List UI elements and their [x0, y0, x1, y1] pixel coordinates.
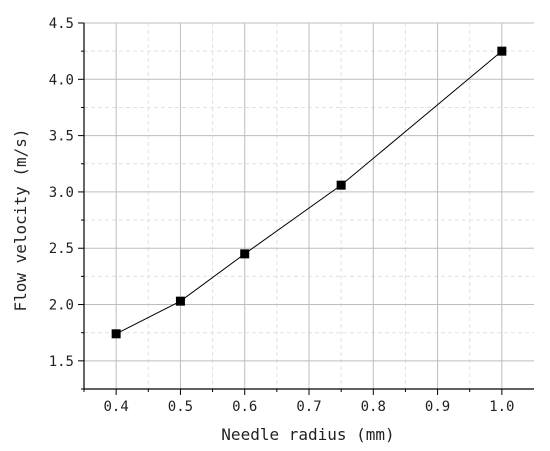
x-axis-title: Needle radius (mm)	[221, 425, 394, 444]
y-tick-label: 3.5	[49, 129, 74, 145]
y-tick-label: 4.0	[49, 72, 74, 88]
x-tick-label: 0.9	[425, 399, 450, 415]
x-tick-label: 0.6	[232, 399, 257, 415]
x-tick-label: 0.4	[103, 399, 128, 415]
tick-marks	[78, 22, 503, 395]
data-point-marker	[175, 296, 185, 306]
tick-labels: 0.4 0.5 0.6 0.7 0.8 0.9 1.0 1.5 2.0 2.5 3.0 3.5 4.0 4…	[49, 16, 515, 415]
y-tick-label: 4.5	[49, 16, 74, 32]
x-tick-label: 0.5	[168, 399, 193, 415]
y-tick-label: 2.0	[49, 298, 74, 314]
data-point-marker	[111, 329, 121, 339]
data-point-marker	[240, 249, 250, 259]
major-grid	[84, 22, 534, 389]
data-point-marker	[497, 46, 507, 56]
series	[111, 46, 507, 339]
y-tick-label: 1.5	[49, 354, 74, 370]
x-tick-label: 1.0	[489, 399, 514, 415]
y-tick-label: 2.5	[49, 241, 74, 257]
y-tick-label: 3.0	[49, 185, 74, 201]
x-tick-label: 0.7	[296, 399, 321, 415]
data-point-marker	[336, 180, 346, 190]
x-tick-label: 0.8	[361, 399, 386, 415]
y-axis-title: Flow velocity (m/s)	[11, 128, 30, 311]
